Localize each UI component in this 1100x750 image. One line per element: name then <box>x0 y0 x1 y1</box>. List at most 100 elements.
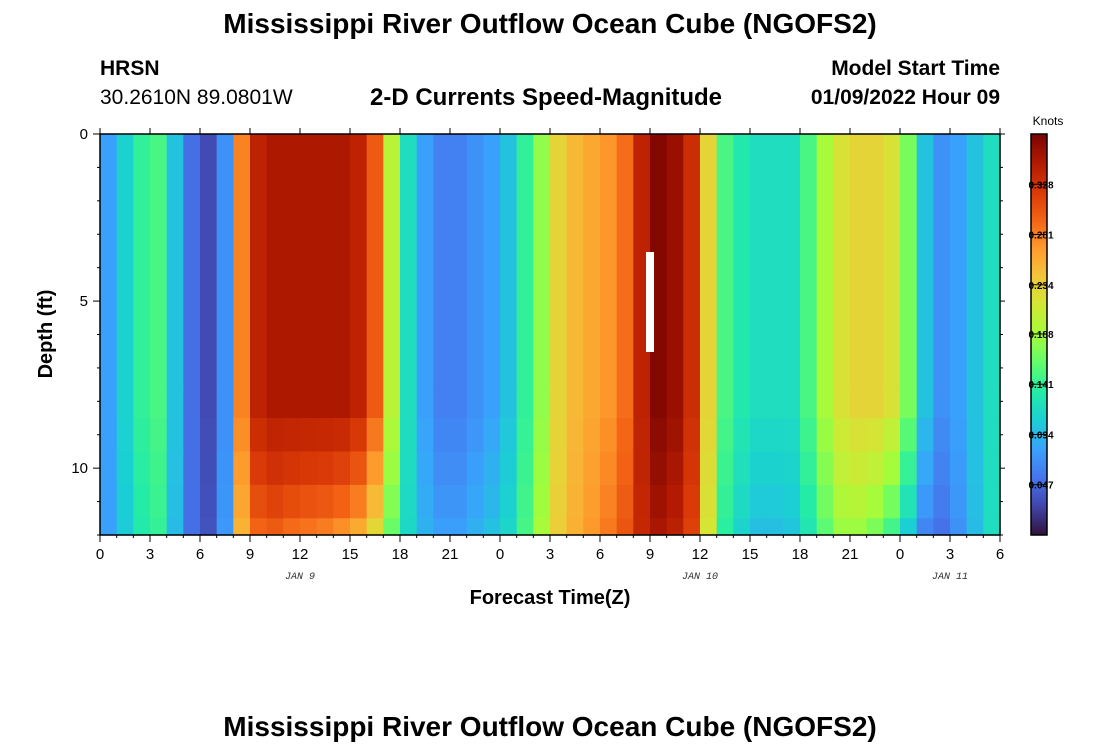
heatmap-cell <box>400 384 418 419</box>
heatmap-cell <box>366 134 384 386</box>
date-label: JAN 10 <box>682 572 718 583</box>
heatmap-cell <box>700 451 718 486</box>
heatmap-cell <box>450 418 468 453</box>
heatmap-cell <box>966 384 984 419</box>
heatmap-cell <box>633 484 651 519</box>
heatmap-cell <box>366 518 384 536</box>
heatmap-cell <box>300 484 318 519</box>
heatmap-cell <box>650 418 668 453</box>
heatmap-cell <box>800 384 818 419</box>
heatmap-cell <box>150 484 168 519</box>
heatmap-cell <box>283 484 301 519</box>
heatmap-cell <box>300 384 318 419</box>
heatmap-cell <box>416 518 434 536</box>
heatmap-cell <box>916 518 934 536</box>
heatmap-cell <box>716 518 734 536</box>
heatmap-cell <box>233 384 251 419</box>
heatmap-cell <box>283 518 301 536</box>
heatmap-cell <box>850 451 868 486</box>
heatmap-cell <box>583 451 601 486</box>
heatmap-cell <box>766 384 784 419</box>
x-tick-label: 12 <box>292 546 309 563</box>
heatmap-cell <box>933 484 951 519</box>
heatmap-cell <box>216 134 234 386</box>
heatmap-cell <box>366 484 384 519</box>
x-tick-labels: 0 3 6 9 12 15 18 21 0 3 6 9 12 15 18 21 0 3 6 <box>96 546 1004 563</box>
heatmap-cell <box>566 484 584 519</box>
heatmap-cell <box>500 418 518 453</box>
chart-subtitle: 2-D Currents Speed-Magnitude <box>370 84 723 111</box>
heatmap-cell <box>316 484 334 519</box>
heatmap-cell <box>916 484 934 519</box>
y-axis-title: Depth (ft) <box>35 290 57 379</box>
heatmap-cell <box>616 418 634 453</box>
heatmap-cell <box>366 418 384 453</box>
heatmap-cell <box>883 134 901 386</box>
heatmap-cell <box>950 418 968 453</box>
heatmap-cell <box>433 134 451 386</box>
heatmap-cell <box>200 384 218 419</box>
heatmap-cell <box>700 418 718 453</box>
heatmap-cell <box>600 518 618 536</box>
colorbar: Knots 0.047 0.094 0.141 0.188 0.234 0.281 0.32… <box>1028 114 1063 536</box>
heatmap-cell <box>633 418 651 453</box>
heatmap-cell <box>166 451 184 486</box>
heatmap-cell <box>550 484 568 519</box>
heatmap-cell <box>100 418 118 453</box>
heatmap-cell <box>500 518 518 536</box>
heatmap-cell <box>433 518 451 536</box>
heatmap-cell <box>266 418 284 453</box>
heatmap-cell <box>966 484 984 519</box>
heatmap-cell <box>966 518 984 536</box>
heatmap-cell <box>250 518 268 536</box>
heatmap-cell <box>566 518 584 536</box>
x-tick-label: 3 <box>946 546 954 563</box>
heatmap-cell <box>683 134 701 386</box>
heatmap-cell <box>350 518 368 536</box>
colorbar-tick-label: 0.188 <box>1028 330 1053 341</box>
heatmap-cell <box>600 451 618 486</box>
heatmap-cell <box>150 518 168 536</box>
heatmap-cell <box>516 418 534 453</box>
heatmap-cell <box>916 418 934 453</box>
heatmap-cell <box>666 484 684 519</box>
heatmap-cell <box>383 484 401 519</box>
heatmap-cell <box>700 134 718 386</box>
heatmap-cell <box>283 134 301 386</box>
heatmap-cell <box>683 418 701 453</box>
heatmap-cell <box>800 484 818 519</box>
heatmap-cell <box>333 518 351 536</box>
heatmap-cell <box>433 484 451 519</box>
heatmap-cell <box>533 518 551 536</box>
heatmap-cell <box>700 518 718 536</box>
heatmap-cell <box>716 384 734 419</box>
heatmap-cell <box>483 484 501 519</box>
heatmap-cell <box>200 418 218 453</box>
heatmap-cell <box>583 518 601 536</box>
heatmap-cell <box>883 384 901 419</box>
x-tick-label: 12 <box>692 546 709 563</box>
heatmap-cell <box>483 384 501 419</box>
observation-marker <box>646 252 654 352</box>
heatmap-cell <box>766 484 784 519</box>
colorbar-tick-label: 0.141 <box>1028 380 1053 391</box>
heatmap-cell <box>183 418 201 453</box>
heatmap-cell <box>166 134 184 386</box>
chart-title: Mississippi River Outflow Ocean Cube (NG… <box>223 8 877 39</box>
heatmap-cell <box>133 518 151 536</box>
heatmap-cell <box>266 484 284 519</box>
heatmap-cell <box>416 418 434 453</box>
heatmap-cell <box>516 518 534 536</box>
heatmap-cell <box>683 384 701 419</box>
heatmap-cell <box>200 451 218 486</box>
colorbar-tick-label: 0.281 <box>1028 231 1053 242</box>
y-tick-labels: 0 5 10 <box>71 126 88 477</box>
heatmap-cell <box>116 384 134 419</box>
heatmap-cell <box>150 418 168 453</box>
heatmap-cell <box>533 451 551 486</box>
heatmap-cell <box>316 134 334 386</box>
heatmap-cell <box>266 518 284 536</box>
heatmap-cell <box>816 134 834 386</box>
heatmap-cell <box>483 418 501 453</box>
